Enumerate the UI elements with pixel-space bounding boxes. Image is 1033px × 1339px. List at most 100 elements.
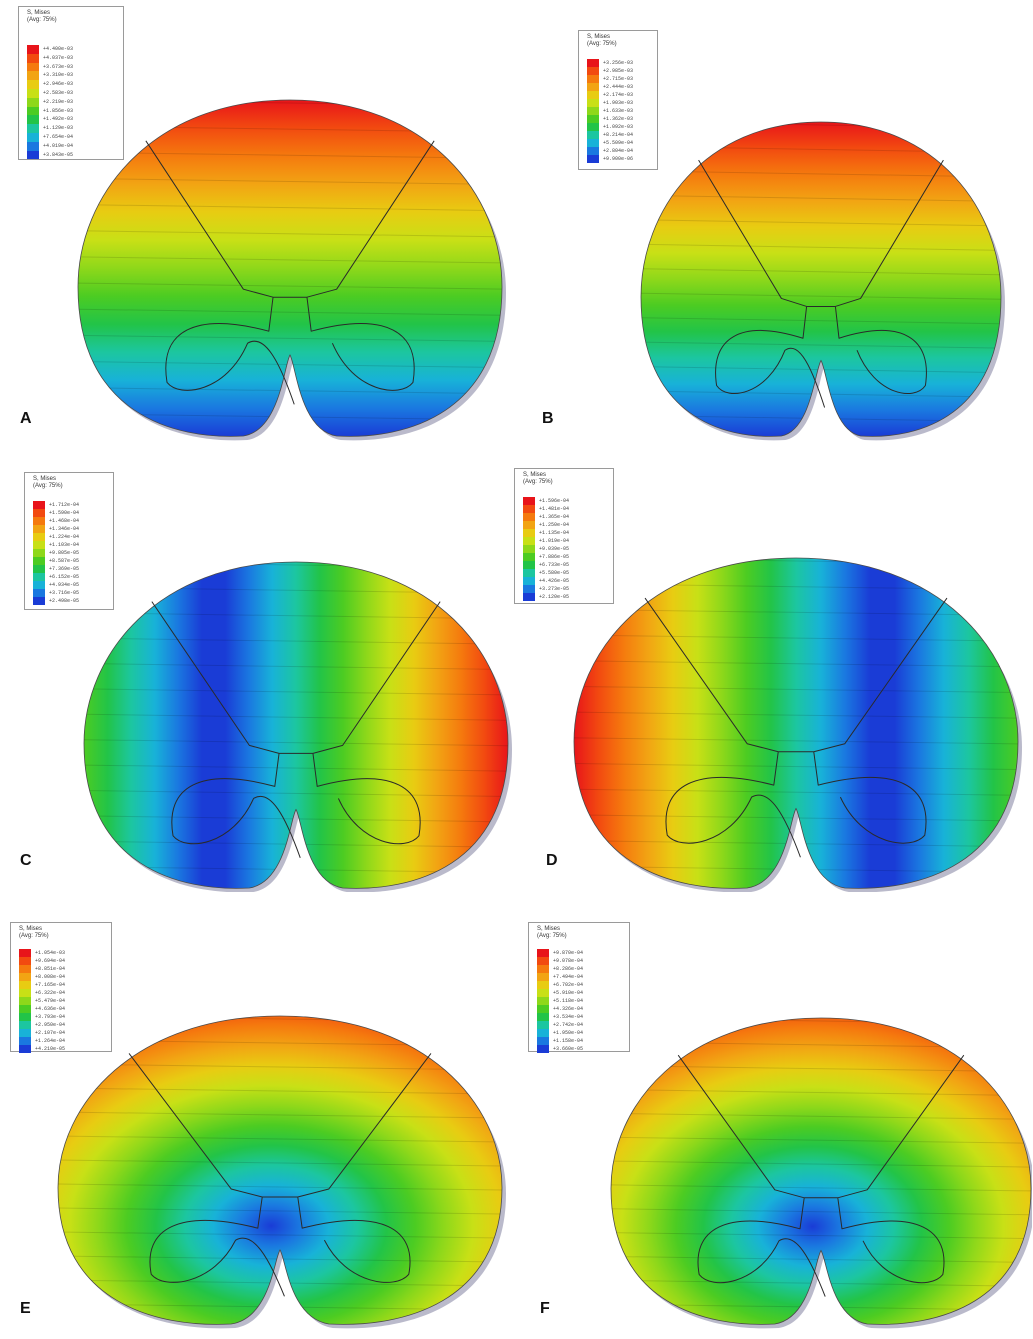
legend-swatch [19, 957, 31, 965]
legend-value: +1.596e-04 [539, 498, 570, 504]
legend-swatch [33, 517, 45, 525]
legend-subtitle: (Avg: 75%) [587, 41, 617, 47]
legend-value: +9.694e-04 [35, 958, 66, 964]
legend-swatch [33, 597, 45, 605]
legend-value: +1.224e-04 [49, 534, 80, 540]
legend-value: +1.250e-04 [539, 522, 570, 528]
legend-swatch [587, 99, 599, 107]
legend-colorbar [537, 949, 549, 1053]
legend-value: +3.310e-03 [43, 72, 74, 79]
legend-swatch [27, 132, 39, 142]
legend-value: +1.856e-03 [43, 107, 74, 114]
legend-swatch [537, 1013, 549, 1021]
legend-swatch [27, 62, 39, 72]
legend-value: +1.362e-03 [603, 116, 634, 122]
legend-swatch [33, 533, 45, 541]
legend-swatch [537, 1029, 549, 1037]
legend-value: +7.494e-04 [553, 974, 584, 980]
legend-value: +4.210e-05 [35, 1046, 66, 1052]
cord-cross-section [640, 121, 1002, 437]
legend-swatch [27, 141, 39, 151]
legend-value: +5.118e-04 [553, 998, 584, 1004]
legend-c: S, Mises (Avg: 75%) +1.712e-04 +1.590e-04… [24, 472, 114, 610]
spinal-cord-stress-map-c [83, 561, 512, 892]
panel-label-e: E [20, 1300, 31, 1317]
legend-value: +8.214e-04 [603, 132, 634, 138]
panel-a: S, Mises (Avg: 75%) +4.400e-03 +4.037e-03… [0, 0, 516, 446]
legend-swatch [523, 513, 535, 521]
legend-value: +6.733e-05 [539, 562, 570, 568]
legend-value: +4.934e-05 [49, 582, 80, 588]
legend-value: +6.702e-04 [553, 982, 584, 988]
panel-label-a: A [20, 410, 32, 427]
legend-value: +3.273e-05 [539, 586, 570, 592]
legend-value: +4.426e-05 [539, 578, 570, 584]
legend-swatch [587, 59, 599, 67]
legend-value: +1.903e-03 [603, 100, 634, 106]
legend-value: +1.019e-04 [539, 538, 570, 544]
legend-value: +1.135e-04 [539, 530, 570, 536]
panel-e: S, Mises (Avg: 75%) +1.054e-03 +9.694e-04… [0, 892, 516, 1338]
legend-values: +1.054e-03 +9.694e-04 +8.851e-04 +8.008e-04… [35, 949, 65, 1053]
legend-swatch [587, 123, 599, 131]
legend-swatch [33, 509, 45, 517]
legend-swatch [19, 949, 31, 957]
legend-swatch [19, 965, 31, 973]
gray-matter-outline [151, 601, 441, 858]
legend-swatch [587, 107, 599, 115]
legend-value: +9.039e-05 [539, 546, 570, 552]
legend-swatch [523, 505, 535, 513]
legend-swatch [523, 545, 535, 553]
legend-swatch [523, 593, 535, 601]
legend-value: +1.054e-03 [35, 950, 66, 956]
legend-e: S, Mises (Avg: 75%) +1.054e-03 +9.694e-04… [10, 922, 112, 1053]
legend-value: +2.742e-04 [553, 1022, 584, 1028]
legend-value: +1.365e-04 [539, 514, 570, 520]
legend-swatch [27, 124, 39, 133]
legend-swatch [587, 83, 599, 91]
legend-values: +1.712e-04 +1.590e-04 +1.468e-04 +1.346e-04… [49, 501, 79, 605]
legend-d: S, Mises (Avg: 75%) +1.596e-04 +1.481e-04… [514, 468, 614, 604]
legend-value: +6.152e-05 [49, 574, 80, 580]
legend-value: +1.633e-03 [603, 108, 634, 114]
legend-title: S, Mises [537, 926, 561, 932]
legend-swatch [19, 1005, 31, 1013]
legend-value: +2.985e-03 [603, 68, 634, 74]
legend-value: +9.900e-06 [603, 156, 634, 162]
legend-swatch [537, 949, 549, 957]
legend-value: +3.843e-05 [43, 151, 74, 158]
legend-value: +3.256e-03 [603, 60, 634, 66]
legend-subtitle: (Avg: 75%) [27, 17, 57, 23]
legend-swatch [537, 981, 549, 989]
legend-swatch [33, 501, 45, 509]
legend-b: S, Mises (Avg: 75%) +3.256e-03 +2.985e-03… [578, 30, 658, 170]
cord-cross-section [83, 561, 509, 889]
legend-colorbar [19, 949, 31, 1053]
legend-value: +4.037e-03 [43, 54, 74, 61]
legend-swatch [19, 989, 31, 997]
legend-swatch [587, 91, 599, 99]
legend-swatch [523, 529, 535, 537]
legend-swatch [19, 1037, 31, 1045]
legend-swatch [19, 973, 31, 981]
legend-value: +8.587e-05 [49, 558, 80, 564]
legend-value: +1.264e-04 [35, 1038, 66, 1044]
spinal-cord-stress-map-e [57, 1015, 506, 1329]
cord-cross-section [573, 557, 1019, 889]
legend-swatch [19, 997, 31, 1005]
legend-value: +5.910e-04 [553, 990, 584, 996]
legend-values: +1.596e-04 +1.481e-04 +1.365e-04 +1.250e-04… [539, 497, 569, 601]
legend-a: S, Mises (Avg: 75%) +4.400e-03 +4.037e-03… [18, 6, 124, 160]
legend-value: +2.804e-04 [603, 148, 634, 154]
spinal-cord-stress-map-a [77, 99, 506, 441]
legend-title: S, Mises [33, 476, 57, 482]
legend-value: +4.636e-04 [35, 1006, 66, 1012]
legend-swatch [523, 497, 535, 505]
legend-swatch [523, 521, 535, 529]
panel-f: S, Mises (Avg: 75%) +9.870e-04 +9.078e-04… [516, 892, 1032, 1338]
legend-swatch [19, 1029, 31, 1037]
legend-value: +9.805e-05 [49, 550, 80, 556]
legend-swatch [19, 981, 31, 989]
legend-value: +2.498e-05 [49, 598, 80, 604]
legend-colorbar [587, 59, 599, 163]
